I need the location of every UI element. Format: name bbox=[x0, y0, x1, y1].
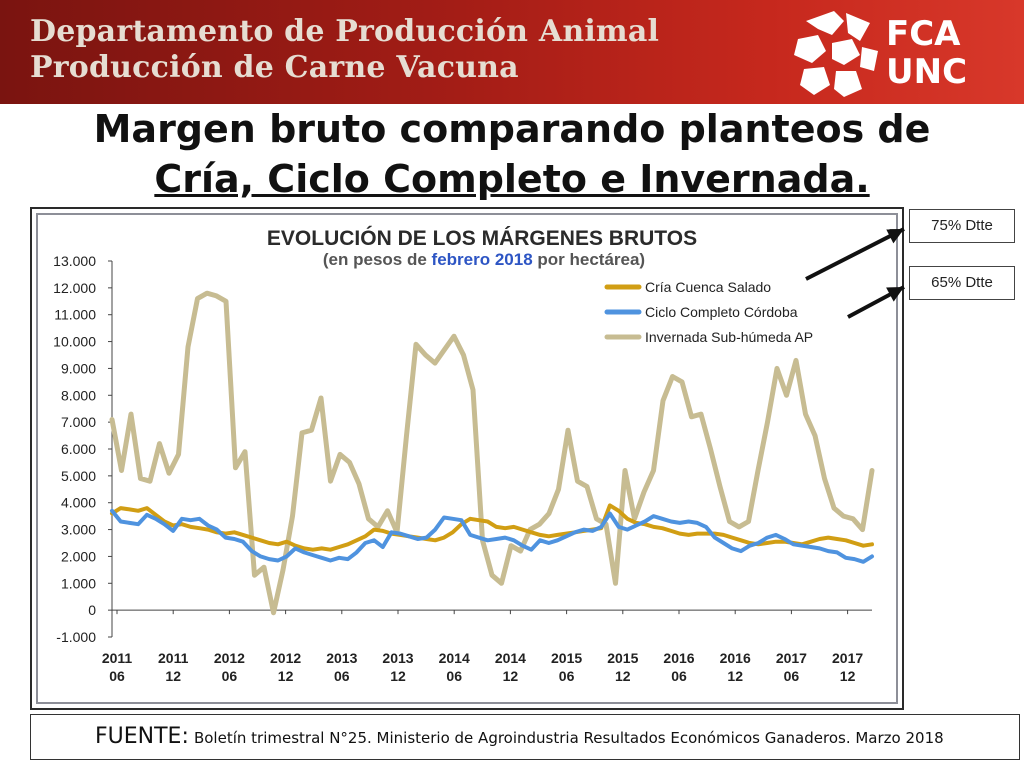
source-text: Boletín trimestral N°25. Ministerio de A… bbox=[193, 729, 944, 747]
slide-title-line1: Margen bruto comparando planteos de bbox=[93, 107, 931, 151]
chart-inner-border bbox=[36, 213, 898, 704]
header-banner: Departamento de Producción Animal Produc… bbox=[0, 0, 1024, 104]
department-title: Departamento de Producción Animal bbox=[30, 14, 660, 49]
logo-text-unc: UNC bbox=[886, 52, 968, 92]
chart-frame bbox=[30, 207, 904, 710]
slide-title-line2: Cría, Ciclo Completo e Invernada. bbox=[154, 157, 870, 201]
source-label: FUENTE: bbox=[95, 724, 189, 749]
callout-65-dtte: 65% Dtte bbox=[909, 266, 1015, 300]
fca-logo-icon bbox=[794, 11, 878, 97]
logo-text-fca: FCA bbox=[886, 14, 961, 54]
source-footer: FUENTE: Boletín trimestral N°25. Ministe… bbox=[30, 714, 1020, 760]
callout-75-dtte: 75% Dtte bbox=[909, 209, 1015, 243]
department-subtitle: Producción de Carne Vacuna bbox=[30, 50, 519, 85]
slide-title: Margen bruto comparando planteos de Cría… bbox=[60, 104, 964, 204]
